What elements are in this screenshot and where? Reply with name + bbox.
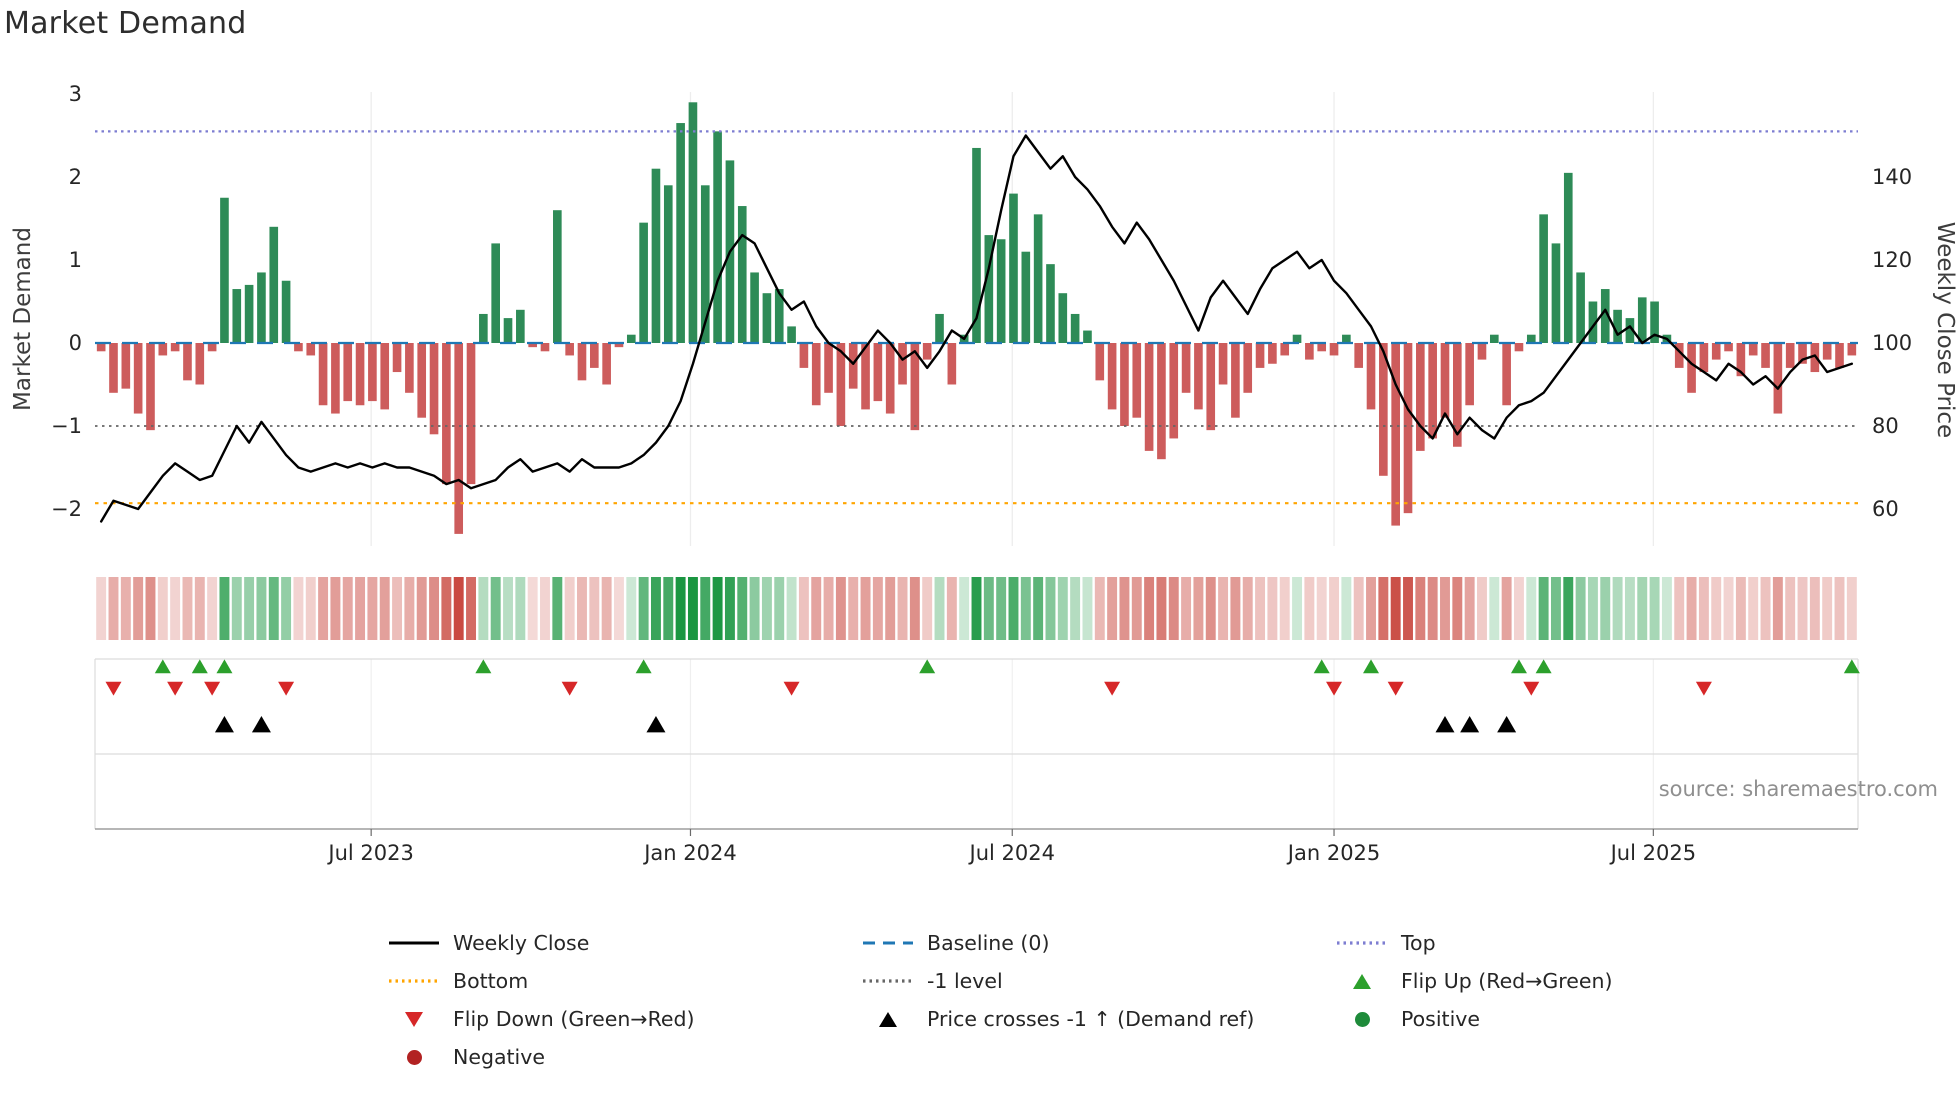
price-cross-markers: [214, 715, 1517, 733]
page-title: Market Demand: [4, 6, 247, 41]
svg-text:Jul 2025: Jul 2025: [1609, 841, 1696, 865]
legend-label-positive: Positive: [1401, 1007, 1481, 1031]
bottom-dotted-line-icon: [388, 973, 440, 989]
svg-text:0: 0: [69, 331, 82, 355]
legend-label-weekly-close: Weekly Close: [453, 931, 590, 955]
baseline-dashed-line-icon: [862, 935, 914, 951]
flip-down-markers: [105, 681, 1712, 696]
svg-text:100: 100: [1872, 331, 1912, 355]
legend-item-negative: Negative: [388, 1038, 862, 1076]
svg-text:Jan 2025: Jan 2025: [1286, 841, 1381, 865]
legend-item-flip-down: Flip Down (Green→Red): [388, 1000, 862, 1038]
flip-up-triangle-icon: [1336, 973, 1388, 989]
price-line-layer: [99, 134, 1854, 523]
negative-dot-icon: [388, 1049, 440, 1065]
flip-up-markers: [154, 659, 1860, 674]
legend-item-weekly-close: Weekly Close: [388, 924, 862, 962]
legend-item-bottom: Bottom: [388, 962, 862, 1000]
panel-frames: [94, 658, 1859, 830]
legend-item-baseline: Baseline (0): [862, 924, 1336, 962]
legend-label-negative: Negative: [453, 1045, 545, 1069]
svg-text:60: 60: [1872, 497, 1899, 521]
svg-text:−1: −1: [51, 414, 82, 438]
legend-item-flip-up: Flip Up (Red→Green): [1336, 962, 1810, 1000]
source-text-layer: source: sharemaestro.com: [1659, 777, 1938, 801]
reference-lines-layer: [95, 130, 1858, 505]
svg-text:Jan 2024: Jan 2024: [642, 841, 737, 865]
svg-text:1: 1: [69, 248, 82, 272]
legend-label-flip-down: Flip Down (Green→Red): [453, 1007, 695, 1031]
y-axis-right: 140 120 100 80 60 Weekly Close Price: [1872, 165, 1958, 521]
top-dotted-line-icon: [1336, 935, 1388, 951]
svg-text:Jul 2023: Jul 2023: [326, 841, 413, 865]
svg-text:Weekly Close Price: Weekly Close Price: [1932, 222, 1958, 438]
svg-text:Market Demand: Market Demand: [10, 227, 36, 411]
heatmap-strip: [96, 577, 1857, 640]
legend-label-top: Top: [1401, 931, 1436, 955]
y-axis-left: 3 2 1 0 −1 −2 Market Demand: [10, 82, 82, 521]
legend-item-minus1-level: -1 level: [862, 962, 1336, 1000]
svg-text:3: 3: [69, 82, 82, 106]
legend-label-price-cross: Price crosses -1 ↑ (Demand ref): [927, 1007, 1255, 1031]
market-demand-figure: 3 2 1 0 −1 −2 Market Demand 140 120 100 80 60 Weekly…: [10, 82, 1958, 865]
positive-dot-icon: [1336, 1011, 1388, 1027]
svg-text:−2: −2: [51, 497, 82, 521]
legend-label-minus1-level: -1 level: [927, 969, 1003, 993]
svg-text:80: 80: [1872, 414, 1899, 438]
svg-text:120: 120: [1872, 248, 1912, 272]
legend-item-top: Top: [1336, 924, 1810, 962]
source-text: source: sharemaestro.com: [1659, 777, 1938, 801]
svg-text:2: 2: [69, 165, 82, 189]
flip-down-triangle-icon: [388, 1011, 440, 1027]
legend-label-flip-up: Flip Up (Red→Green): [1401, 969, 1613, 993]
weekly-close-line: [99, 134, 1854, 523]
minus1-dotted-line-icon: [862, 973, 914, 989]
price-cross-triangle-icon: [862, 1011, 914, 1027]
legend-item-positive: Positive: [1336, 1000, 1810, 1038]
legend-item-price-cross: Price crosses -1 ↑ (Demand ref): [862, 1000, 1336, 1038]
x-axis: Jul 2023 Jan 2024 Jul 2024 Jan 2025 Jul 2025: [326, 829, 1696, 865]
legend-label-baseline: Baseline (0): [927, 931, 1050, 955]
svg-text:140: 140: [1872, 165, 1912, 189]
svg-text:Jul 2024: Jul 2024: [968, 841, 1055, 865]
weekly-close-line-icon: [388, 935, 440, 951]
chart-legend: Weekly Close Baseline (0) Top Bottom -1 …: [388, 924, 1810, 1076]
legend-label-bottom: Bottom: [453, 969, 529, 993]
